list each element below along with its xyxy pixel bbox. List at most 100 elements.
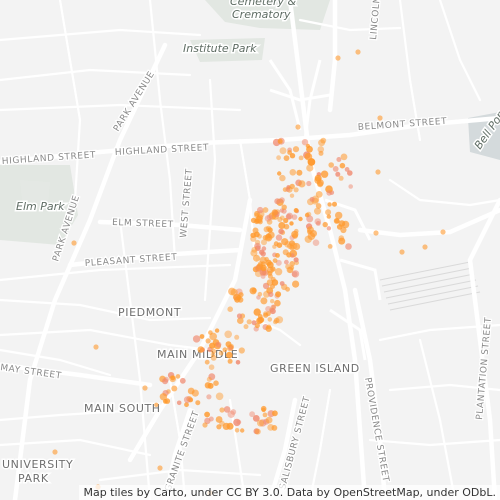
lincoln-street-road: [327, 0, 338, 113]
highway-290: [287, 0, 368, 500]
data-point: [298, 155, 304, 161]
data-point: [251, 246, 258, 253]
piedmont-label: PIEDMONT: [118, 306, 181, 319]
salisbury-street-label: SALISBURY STREET: [278, 395, 313, 490]
data-point: [328, 162, 335, 168]
data-point: [287, 267, 294, 274]
data-point: [296, 169, 303, 176]
data-point: [293, 208, 299, 213]
data-point: [197, 346, 205, 353]
data-point: [292, 280, 300, 288]
data-point: [236, 313, 243, 319]
data-point: [257, 206, 264, 214]
data-point: [250, 249, 258, 257]
data-point: [280, 215, 285, 221]
elm-park-area: [0, 165, 78, 245]
data-point: [246, 319, 252, 325]
data-point: [293, 187, 299, 193]
data-point: [268, 291, 274, 298]
data-point: [298, 180, 306, 188]
data-point: [272, 258, 278, 263]
data-point: [211, 348, 217, 354]
main-middle-label: MAIN MIDDLE: [157, 348, 238, 361]
data-point: [344, 167, 350, 172]
data-point: [340, 226, 347, 234]
data-point: [315, 191, 323, 198]
highland-street-label-east: HIGHLAND STREET: [115, 143, 210, 158]
park-areas: [0, 0, 500, 245]
data-point: [278, 222, 286, 229]
institute-park-area: [190, 38, 265, 62]
data-point: [234, 428, 240, 433]
data-point: [399, 249, 405, 255]
data-point: [208, 373, 216, 381]
cemetery-area: [205, 0, 330, 30]
park-label: PARK: [18, 472, 49, 485]
data-point: [327, 244, 333, 249]
data-point: [320, 170, 329, 178]
data-point: [284, 259, 289, 265]
data-point: [267, 227, 273, 233]
institute-park-label: Institute Park: [183, 42, 257, 55]
data-point: [195, 400, 201, 406]
data-point: [208, 364, 215, 371]
data-point: [222, 347, 228, 353]
data-point: [206, 394, 212, 400]
data-point: [347, 170, 353, 176]
data-point: [335, 211, 343, 220]
data-point: [290, 242, 298, 250]
data-point: [348, 184, 354, 189]
data-point: [279, 174, 286, 182]
data-point: [281, 238, 289, 246]
data-point: [326, 226, 332, 231]
data-point: [304, 235, 312, 243]
data-point: [373, 230, 379, 236]
data-point: [294, 228, 299, 234]
data-point: [154, 402, 159, 407]
data-point: [277, 171, 282, 176]
data-point: [345, 243, 352, 250]
park-avenue-road: [12, 42, 168, 500]
data-point: [209, 332, 217, 341]
data-point: [325, 209, 332, 216]
data-point: [271, 209, 278, 216]
data-point: [291, 270, 300, 278]
green-island-label: GREEN ISLAND: [270, 362, 360, 375]
data-point: [257, 314, 263, 319]
data-point: [218, 350, 224, 356]
data-point: [93, 344, 99, 350]
data-point: [317, 146, 325, 153]
data-point: [355, 49, 361, 55]
data-point: [273, 317, 280, 324]
data-point: [285, 187, 291, 193]
data-point: [249, 411, 256, 418]
pleasant-street-road: [67, 247, 243, 268]
data-point: [291, 214, 298, 220]
data-point: [171, 385, 178, 392]
data-point: [223, 406, 231, 413]
data-point: [250, 232, 256, 238]
data-point: [202, 422, 208, 428]
data-point: [332, 166, 339, 172]
data-point: [272, 410, 278, 417]
data-point: [340, 153, 348, 161]
data-point: [335, 171, 341, 177]
data-point: [314, 218, 322, 225]
water-small: [20, 180, 50, 205]
data-point: [199, 334, 205, 339]
main-south-label: MAIN SOUTH: [84, 402, 161, 415]
data-point: [277, 216, 283, 223]
data-point: [254, 428, 261, 435]
data-point: [230, 288, 238, 296]
data-point: [275, 253, 280, 258]
data-point: [233, 418, 241, 427]
data-point: [285, 286, 290, 292]
data-point: [266, 311, 271, 317]
data-point: [159, 393, 168, 401]
data-point: [215, 416, 223, 423]
data-point: [52, 449, 58, 455]
data-point: [243, 324, 249, 330]
data-point: [315, 221, 321, 226]
